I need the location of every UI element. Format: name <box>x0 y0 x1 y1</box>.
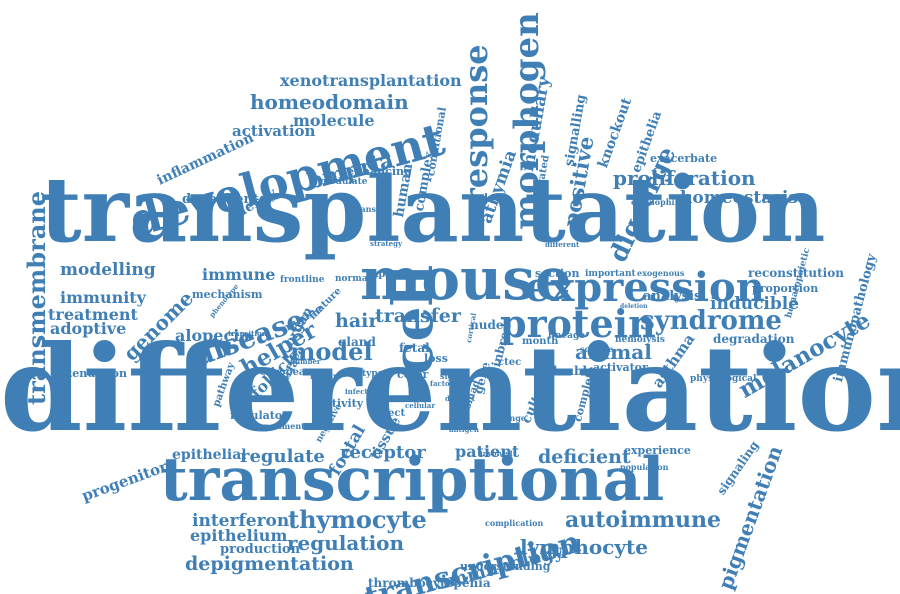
word-experience: experience <box>624 444 691 457</box>
word-gland: gland <box>338 335 376 349</box>
word-lymphocyte: lymphocyte <box>520 535 649 559</box>
word-nude: nude <box>470 318 504 332</box>
word-distinct: distinct <box>445 394 475 403</box>
word-activator: activator <box>593 361 648 374</box>
word-number: number <box>290 357 321 366</box>
word-attenuation: attenuation <box>55 367 128 380</box>
word-fetal: fetal <box>399 341 430 355</box>
word-normal: normal <box>335 274 372 284</box>
word-patient: patient <box>455 442 520 461</box>
word-immune: immune <box>202 265 276 284</box>
word-color: color <box>397 368 429 381</box>
word-degradation: degradation <box>713 332 795 346</box>
word-treatment: treatment <box>48 305 138 324</box>
word-differentiation: differentiation <box>0 319 900 458</box>
word-dependent: dependent <box>182 192 259 207</box>
word-production: production <box>220 542 301 557</box>
word-factor: factor <box>430 379 454 388</box>
word-transplantation: transplantation <box>40 157 826 263</box>
word-different: different <box>545 240 580 249</box>
word-mouse: mouse <box>360 245 572 313</box>
word-protein: protein <box>500 301 656 346</box>
word-activity: activity <box>318 397 364 410</box>
word-syndrome: syndrome <box>640 306 782 336</box>
word-autoimmune: autoimmune <box>565 507 721 533</box>
word-homeostasis: homeostasis <box>680 188 798 208</box>
word-hair: hair <box>335 310 379 332</box>
word-cellular: cellular <box>405 401 436 410</box>
word-population: population <box>620 462 669 472</box>
word-enhancing: enhancing <box>347 165 412 178</box>
word-ctec: ctec <box>498 357 522 368</box>
word-activation: activation <box>232 122 316 140</box>
word-alopecia: alopecia <box>175 326 250 345</box>
word-regulator: regulator <box>230 409 289 422</box>
word-modulate: modulate <box>320 177 368 187</box>
word-lineage: lineage <box>548 331 585 341</box>
word-thymocyte: thymocyte <box>288 505 427 534</box>
word-science: science <box>580 344 614 354</box>
word-regulation: regulation <box>287 531 405 555</box>
word-direct: direct <box>372 408 406 419</box>
word-section: section <box>535 267 580 280</box>
word-antigen: antigen <box>449 425 479 434</box>
word-eosinophil: eosinophil <box>631 197 678 207</box>
word-deficient: deficient <box>538 446 631 468</box>
word-transition: transition <box>228 329 267 338</box>
word-experiment: experiment <box>254 421 305 431</box>
word-expansion: expansion <box>345 204 391 214</box>
word-immunity: immunity <box>60 288 146 307</box>
word-explant: explant <box>366 269 408 280</box>
word-progenitor: progenitor <box>79 457 170 506</box>
word-animal: animal <box>575 340 652 364</box>
word-model: model <box>290 337 373 366</box>
word-modelling: modelling <box>60 260 156 280</box>
word-signal: signal <box>440 371 468 381</box>
word-interferon: interferon <box>192 511 290 531</box>
word-expression: expression <box>525 264 765 311</box>
word-epithelial: epithelial <box>172 447 247 463</box>
word-hemolysis: hemolysis <box>615 335 665 345</box>
word-involved: involved <box>480 449 513 458</box>
word-strategy: strategy <box>370 239 403 248</box>
word-inducible: inducible <box>710 294 800 314</box>
word-double: double <box>549 364 595 378</box>
word-month: month <box>522 336 559 347</box>
word-mechanism: mechanism <box>192 288 263 301</box>
word-deletion: deletion <box>620 303 648 310</box>
word-proliferation: proliferation <box>613 166 756 190</box>
word-understanding: understanding <box>460 560 551 573</box>
word-frontline: frontline <box>280 275 325 285</box>
word-homeodomain: homeodomain <box>250 90 409 114</box>
word-transcriptional: transcriptional <box>160 445 665 515</box>
word-thrombocytopenia: thrombocytopenia <box>368 576 491 590</box>
word-important: important <box>585 269 636 279</box>
word-adoptive: adoptive <box>50 319 127 338</box>
word-range: range <box>500 413 526 423</box>
word-type: type <box>362 369 384 379</box>
word-loss: loss <box>424 352 448 365</box>
word-depigmentation: depigmentation <box>185 553 354 575</box>
word-physiological: physiological <box>690 374 757 384</box>
word-transfer: transfer <box>375 305 461 327</box>
word-complication: complication <box>485 518 544 528</box>
word-infection: infection <box>345 387 381 396</box>
word-proportion: proportion <box>752 282 819 295</box>
word-response: response <box>457 44 495 205</box>
word-receptor: receptor <box>340 442 426 463</box>
word-exacerbate: exacerbate <box>650 152 718 165</box>
word-transmembrane: transmembrane <box>22 191 51 405</box>
word-xenotransplantation: xenotransplantation <box>280 71 462 90</box>
word-european: european <box>260 367 313 378</box>
word-epithelium: epithelium <box>190 526 288 545</box>
word-reconstitution: reconstitution <box>748 266 844 280</box>
word-molecule: molecule <box>293 111 375 130</box>
word-regulate: regulate <box>240 446 325 467</box>
word-exogenous: exogenous <box>637 268 685 278</box>
word-pigmentation: pigmentation <box>713 442 788 593</box>
word-family: family <box>310 371 338 381</box>
word-analysis: analysis <box>643 289 702 304</box>
